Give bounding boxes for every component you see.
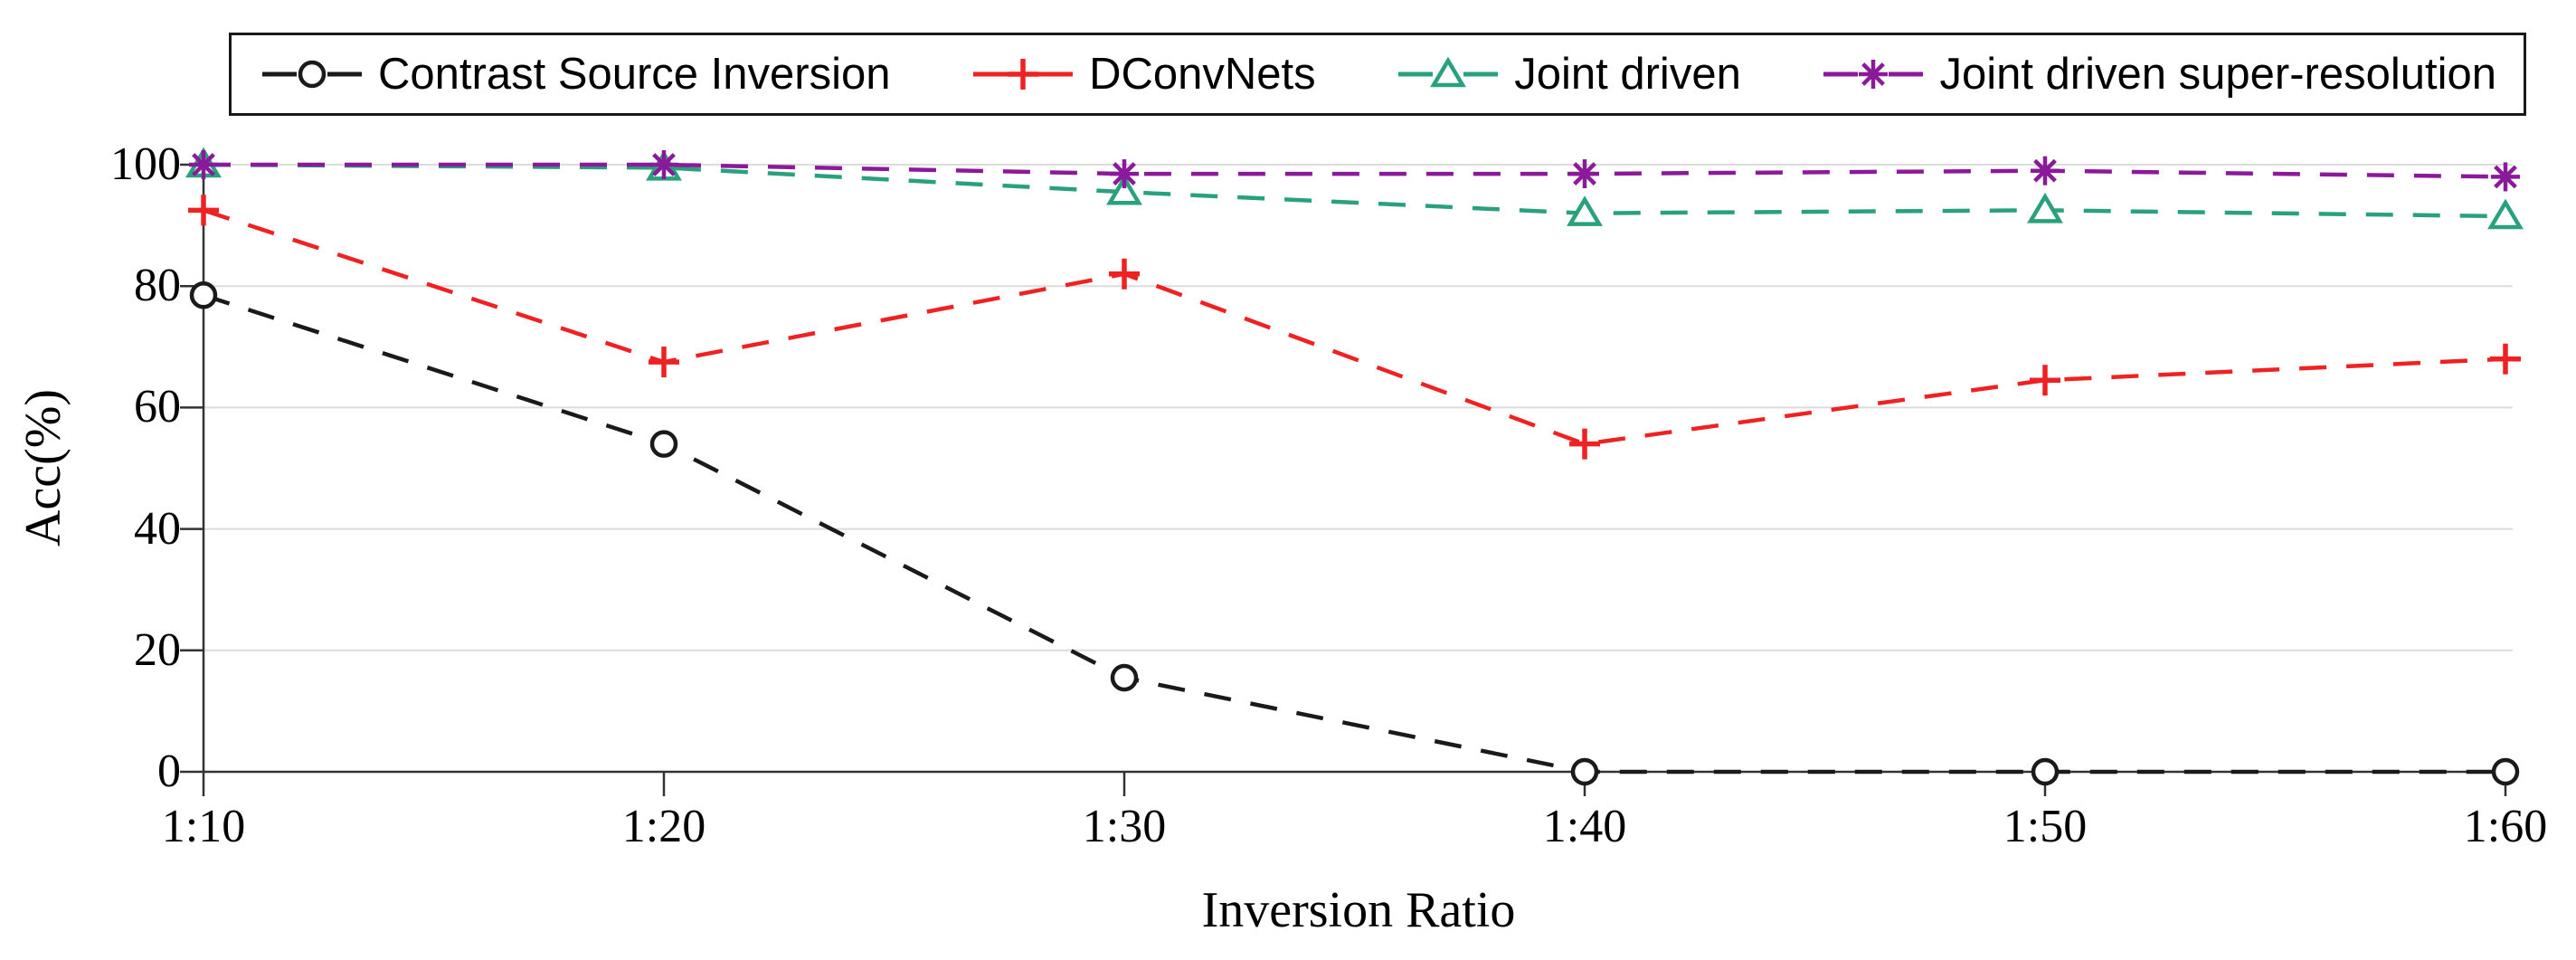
series-line <box>204 162 2506 179</box>
legend-label: Contrast Source Inversion <box>378 49 891 99</box>
series-line <box>203 162 2506 219</box>
legend-item-joint-driven-super-resolution: Joint driven super-resolution <box>1820 49 2496 100</box>
x-tick-label: 1:10 <box>161 801 246 852</box>
x-tick-label: 1:40 <box>1542 801 1627 852</box>
triangle-marker-icon <box>1567 195 1603 226</box>
legend-item-contrast-source-inversion: Contrast Source Inversion <box>259 49 891 100</box>
circle-marker-icon <box>189 281 218 309</box>
asterisk-marker-icon <box>1573 162 1596 185</box>
legend-label: Joint driven <box>1514 49 1741 99</box>
y-tick-label: 100 <box>110 138 181 190</box>
circle-marker-icon <box>2031 757 2060 786</box>
x-tick-label: 1:20 <box>621 801 706 852</box>
triangle-marker-icon <box>1106 174 1142 205</box>
triangle-marker-icon <box>1398 56 1499 88</box>
legend-label: DConvNets <box>1089 49 1316 99</box>
legend-item-joint-driven: Joint driven <box>1395 49 1741 100</box>
circle-marker-icon <box>262 60 362 89</box>
asterisk-marker-icon <box>652 153 676 176</box>
circle-marker-icon <box>1110 663 1139 692</box>
circle-marker-icon <box>1570 757 1599 786</box>
triangle-marker-icon <box>1430 56 1467 88</box>
y-tick-label: 20 <box>134 623 181 676</box>
asterisk-marker-icon <box>1113 162 1136 185</box>
y-tick-label: 0 <box>157 746 181 797</box>
legend-item-dconvnets: DConvNets <box>970 49 1316 100</box>
triangle-marker-icon <box>2027 192 2063 223</box>
x-axis-title: Inversion Ratio <box>1201 882 1516 938</box>
y-tick-label: 60 <box>134 381 181 433</box>
legend-label: Joint driven super-resolution <box>1939 49 2496 99</box>
circle-marker-icon <box>298 60 327 89</box>
x-tick-label: 1:30 <box>1082 801 1167 852</box>
asterisk-marker-icon <box>192 153 215 176</box>
circle-marker-icon <box>649 430 678 458</box>
plus-marker-icon <box>973 59 1074 90</box>
asterisk-marker-icon <box>1861 62 1886 86</box>
triangle-marker-icon <box>2487 198 2524 230</box>
x-tick-label: 1:50 <box>2003 801 2088 852</box>
circle-marker-icon <box>2491 757 2520 786</box>
y-tick-label: 40 <box>134 502 181 555</box>
series-line <box>203 208 2506 446</box>
series-line <box>203 293 2505 775</box>
y-axis-title: Acc(%) <box>15 388 71 547</box>
legend: Contrast Source Inversion DConvNets Join… <box>229 33 2526 116</box>
y-tick-label: 80 <box>134 260 181 312</box>
asterisk-marker-icon <box>2494 165 2517 189</box>
asterisk-marker-icon <box>2033 158 2057 183</box>
x-tick-label: 1:60 <box>2463 801 2548 852</box>
asterisk-marker-icon <box>1823 60 1924 89</box>
